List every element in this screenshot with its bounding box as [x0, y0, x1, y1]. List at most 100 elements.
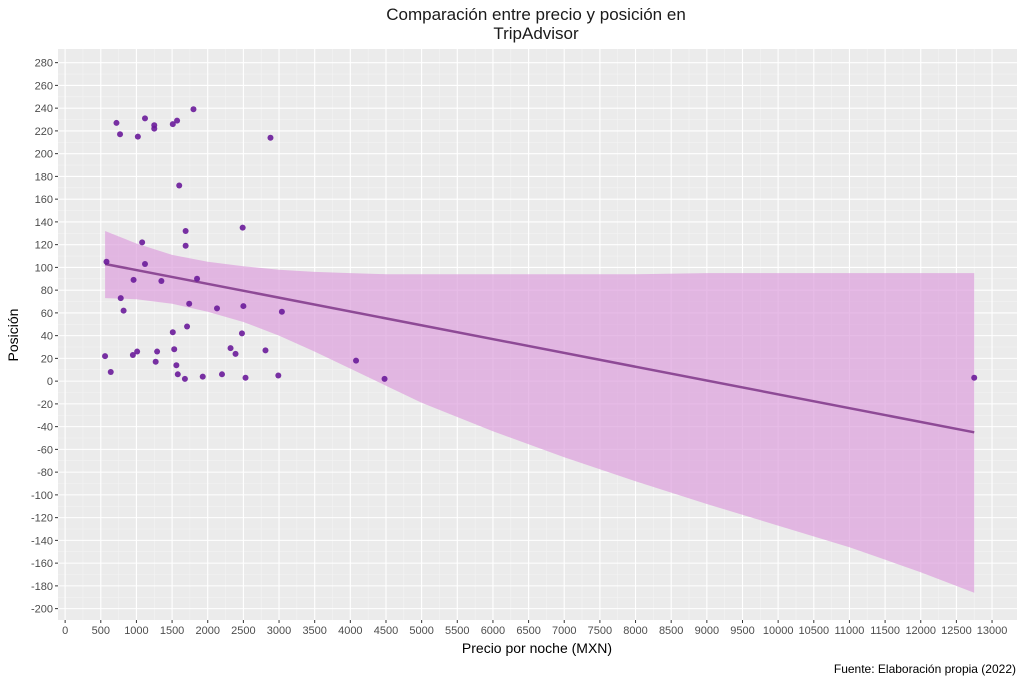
y-tick-label: -20 [37, 399, 53, 411]
data-point [242, 374, 249, 381]
chart-title-line-2: TripAdvisor [493, 24, 579, 43]
data-point [152, 358, 159, 365]
data-point [174, 371, 181, 378]
x-tick-label: 9500 [730, 625, 754, 637]
y-tick-label: 0 [47, 376, 53, 388]
trend-line [104, 262, 975, 434]
data-point [182, 242, 189, 249]
y-tick-label: 280 [35, 58, 53, 70]
data-point [184, 323, 191, 330]
data-point [199, 373, 206, 380]
data-point [169, 329, 176, 336]
x-tick-label: 500 [92, 625, 110, 637]
data-point [134, 133, 141, 140]
data-point [154, 348, 161, 355]
x-tick-label: 12000 [905, 625, 936, 637]
data-point [102, 353, 109, 360]
x-tick-label: 13000 [977, 625, 1008, 637]
x-tick-label: 4500 [374, 625, 398, 637]
chart-title-line-1: Comparación entre precio y posición en [386, 5, 686, 24]
confidence-band [105, 231, 975, 593]
x-tick-label: 11000 [835, 625, 865, 637]
y-tick-label: -140 [31, 535, 53, 547]
data-point [240, 303, 247, 310]
y-tick-label: 40 [41, 331, 53, 343]
x-tick-label: 0 [62, 625, 68, 637]
y-axis-title: Posición [5, 309, 21, 362]
y-tick-label: 220 [35, 126, 53, 138]
x-tick-label: 5500 [445, 625, 469, 637]
x-tick-label: 5000 [409, 625, 433, 637]
y-tick-label: 140 [35, 217, 53, 229]
y-tick-label: 160 [35, 194, 53, 206]
x-tick-label: 2500 [231, 625, 255, 637]
data-point [117, 295, 124, 302]
data-point [174, 117, 181, 124]
data-point [227, 345, 234, 352]
y-tick-label: -160 [31, 558, 53, 570]
y-tick-label: 60 [41, 308, 53, 320]
x-tick-label: 10500 [798, 625, 829, 637]
data-point [141, 260, 148, 267]
y-tick-label: 180 [35, 171, 53, 183]
data-point [239, 224, 246, 231]
data-point [381, 375, 388, 382]
data-point [182, 227, 189, 234]
data-point [139, 239, 146, 246]
y-tick-label: -200 [31, 604, 53, 616]
x-tick-label: 8500 [659, 625, 683, 637]
data-point [117, 131, 124, 138]
data-point [971, 374, 978, 381]
data-point [238, 330, 245, 337]
y-tick-label: -180 [31, 581, 53, 593]
x-tick-label: 2000 [195, 625, 219, 637]
x-tick-label: 1000 [124, 625, 148, 637]
data-point [194, 275, 201, 282]
y-tick-label: -120 [31, 513, 53, 525]
data-point [151, 122, 158, 129]
data-points [102, 106, 978, 382]
x-tick-label: 9000 [695, 625, 719, 637]
y-tick-label: -80 [37, 467, 53, 479]
y-tick-label: 240 [35, 103, 53, 115]
data-point [158, 278, 165, 285]
data-point [278, 308, 285, 315]
data-point [103, 258, 110, 265]
x-axis-title: Precio por noche (MXN) [462, 640, 612, 656]
x-tick-label: 6500 [516, 625, 540, 637]
y-tick-label: -60 [37, 444, 53, 456]
x-tick-label: 8000 [623, 625, 647, 637]
data-point [267, 134, 274, 141]
x-tick-label: 7500 [588, 625, 612, 637]
data-point [218, 371, 225, 378]
data-point [107, 369, 114, 376]
x-tick-label: 6000 [481, 625, 505, 637]
data-point [130, 276, 137, 283]
y-tick-label: 80 [41, 285, 53, 297]
data-point [113, 119, 120, 126]
x-tick-label: 4000 [338, 625, 362, 637]
x-tick-label: 10000 [763, 625, 794, 637]
data-point [275, 372, 282, 379]
data-point [186, 300, 193, 307]
data-point [141, 115, 148, 122]
y-axis: -200-180-160-140-120-100-80-60-40-200204… [31, 58, 58, 616]
data-point [176, 182, 183, 189]
x-tick-label: 3000 [267, 625, 291, 637]
data-point [171, 346, 178, 353]
x-tick-label: 12500 [941, 625, 972, 637]
data-point [232, 350, 239, 357]
data-point [134, 348, 141, 355]
y-tick-label: 120 [35, 240, 53, 252]
data-point [262, 347, 269, 354]
x-axis: 0 500 1000 1500 2000 2500 3000 3500 4000 4500 5000… [62, 620, 1007, 637]
y-tick-label: 260 [35, 80, 53, 92]
x-tick-label: 7000 [552, 625, 576, 637]
y-tick-label: 20 [41, 353, 53, 365]
x-tick-label: 1500 [160, 625, 184, 637]
data-point [190, 106, 197, 113]
y-tick-label: 100 [35, 262, 53, 274]
chart-caption: Fuente: Elaboración propia (2022) [834, 662, 1016, 676]
data-point [181, 375, 188, 382]
